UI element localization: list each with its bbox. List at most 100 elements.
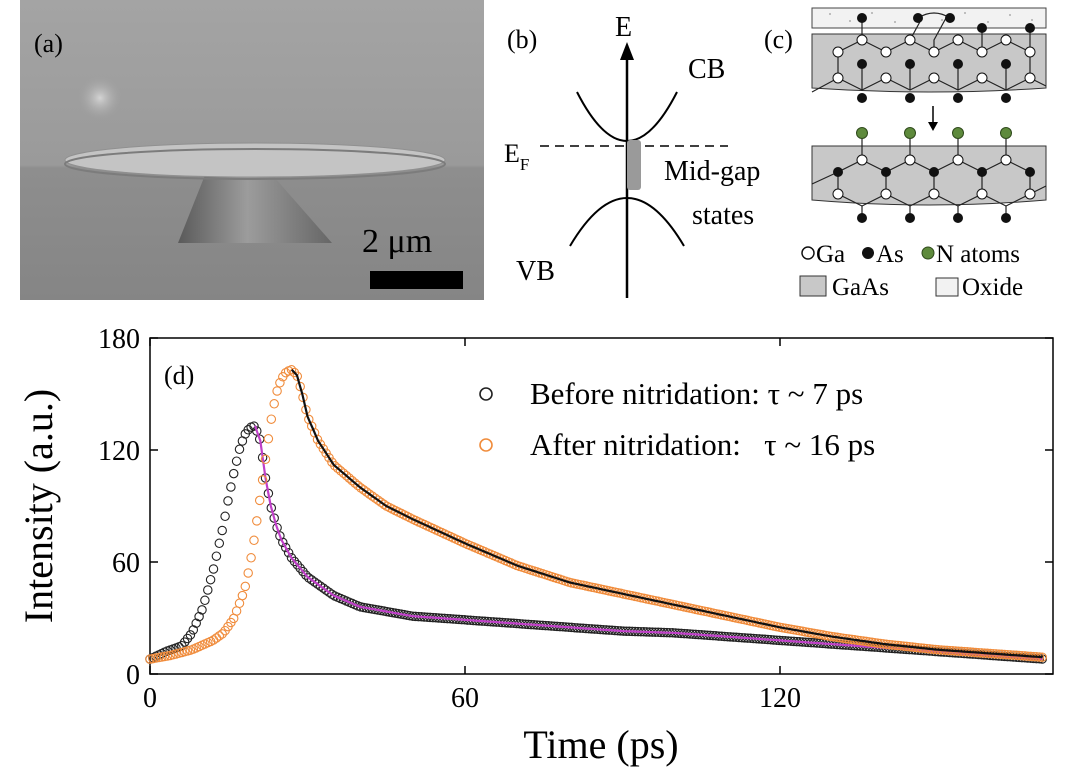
data-point	[237, 590, 248, 601]
data-point	[208, 564, 219, 574]
data-point	[217, 629, 227, 639]
data-point	[211, 551, 222, 561]
ga-atom-marker	[801, 246, 815, 260]
data-point	[234, 444, 245, 455]
data-point	[214, 538, 225, 549]
panel-c: (c)	[764, 7, 1047, 301]
gaas-slab-top	[811, 33, 1047, 93]
panel-b-label: (b)	[507, 25, 537, 54]
data-point	[327, 589, 337, 600]
data-point	[252, 516, 262, 526]
data-point	[223, 496, 233, 506]
data-point	[249, 535, 259, 546]
oxide-layer	[811, 7, 1047, 29]
data-point	[330, 461, 340, 471]
ga-legend-label: Ga	[816, 241, 845, 268]
valence-band-label: VB	[516, 256, 555, 287]
energy-axis-arrowhead	[620, 42, 634, 60]
scale-bar	[370, 271, 463, 289]
x-tick-label: 120	[759, 683, 801, 714]
data-point	[350, 478, 360, 488]
panel-c-label: (c)	[764, 25, 793, 54]
x-axis-title: Time (ps)	[523, 722, 678, 767]
data-point	[283, 547, 294, 558]
data-point	[335, 466, 346, 476]
y-tick-label: 120	[98, 436, 140, 467]
data-point	[341, 470, 352, 481]
data-point	[295, 563, 305, 573]
data-point	[275, 378, 285, 388]
data-point	[228, 468, 239, 479]
data-point	[249, 421, 259, 431]
data-point	[269, 399, 279, 409]
data-point	[217, 525, 227, 536]
data-point	[272, 522, 282, 533]
data-point	[240, 581, 251, 592]
data-point	[304, 414, 314, 425]
microdisk-pedestal	[178, 170, 332, 243]
y-axis-ticks: 0 60 120 180	[98, 324, 1053, 691]
data-point	[243, 568, 253, 578]
data-point	[275, 531, 285, 541]
data-point	[185, 630, 196, 640]
fit-curve-1	[290, 368, 1043, 659]
bottom-surface-atoms	[832, 127, 1036, 223]
legend-marker-before	[479, 387, 493, 401]
as-legend-label: As	[876, 241, 904, 268]
data-point	[312, 434, 323, 445]
data-point	[280, 542, 291, 553]
x-tick-label: 0	[143, 683, 157, 714]
data-point	[301, 570, 311, 580]
series-layer	[145, 365, 1047, 664]
process-arrowhead	[928, 122, 938, 131]
scale-bar-label: 2 μm	[362, 223, 432, 260]
data-point	[306, 421, 317, 431]
data-point	[203, 585, 213, 595]
data-point	[252, 426, 262, 436]
valence-band-curve	[569, 197, 685, 247]
data-point	[214, 631, 225, 641]
data-point	[231, 606, 242, 616]
data-point	[234, 598, 245, 609]
oxide-legend-label: Oxide	[962, 274, 1023, 301]
oxide-dots	[829, 12, 1033, 23]
data-point	[188, 625, 199, 635]
data-point	[272, 386, 282, 396]
gaas-swatch	[799, 275, 827, 297]
data-point	[260, 454, 271, 465]
top-surface-atoms	[832, 13, 1036, 103]
conduction-band-curve	[576, 91, 678, 142]
panel-a-label: (a)	[34, 29, 63, 58]
data-point	[254, 495, 265, 506]
data-point	[379, 499, 389, 510]
gaas-slab-bottom	[811, 145, 1047, 206]
data-point	[286, 365, 297, 375]
legend-label-after: After nitridation: τ ~ 16 ps	[530, 427, 875, 462]
panel-d-chart: (d) 0 60 120 180 0 60 120 Intensity (a.u.) Ti…	[16, 324, 1054, 767]
as-atom-marker	[862, 247, 874, 259]
x-axis-ticks: 0 60 120	[143, 338, 801, 714]
data-point	[263, 434, 274, 444]
y-tick-label: 60	[112, 548, 140, 579]
data-point	[332, 463, 343, 474]
data-point	[298, 566, 308, 577]
data-point	[338, 468, 349, 478]
data-point	[205, 574, 216, 585]
midgap-label-line1: Mid-gap	[664, 156, 760, 187]
data-point	[194, 611, 204, 622]
data-point	[191, 618, 201, 628]
conduction-band-label: CB	[688, 54, 725, 85]
data-point	[200, 595, 210, 606]
fermi-level-label: EF	[504, 139, 529, 174]
panel-a: (a) 2 μm	[20, 0, 484, 300]
x-tick-label: 60	[451, 683, 479, 714]
plot-frame	[149, 337, 1054, 675]
data-point	[226, 482, 236, 492]
data-point	[266, 414, 277, 424]
energy-axis-label: E	[615, 12, 632, 43]
atom-legend: Ga As N atoms	[801, 241, 1020, 268]
data-point	[246, 553, 256, 563]
data-point	[309, 428, 320, 438]
gaas-legend-label: GaAs	[832, 274, 889, 301]
